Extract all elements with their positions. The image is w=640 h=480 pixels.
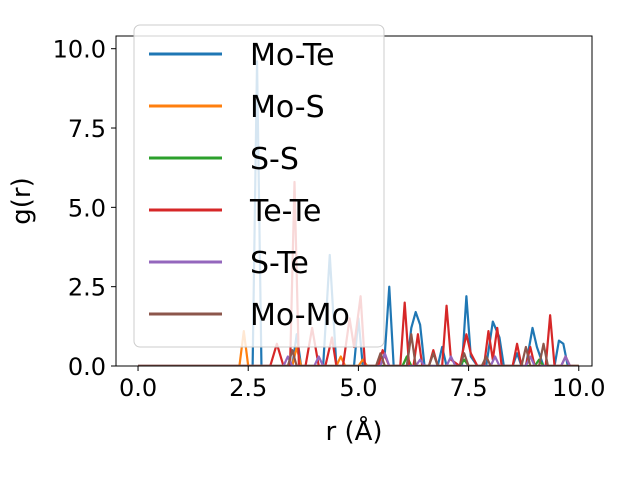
y-tick-label: 10.0: [53, 36, 106, 64]
y-tick-label: 7.5: [68, 115, 106, 143]
legend: Mo-Te Mo-S S-S Te-Te S-Te Mo-Mo: [133, 24, 385, 348]
legend-label-mo-te: Mo-Te: [250, 38, 335, 73]
y-tick-label: 2.5: [68, 274, 106, 302]
series-line-mo-mo: [138, 333, 579, 366]
legend-label-s-te: S-Te: [250, 246, 309, 281]
legend-label-te-te: Te-Te: [249, 194, 321, 229]
x-tick-label: 0.0: [119, 374, 157, 402]
x-tick-label: 5.0: [339, 374, 377, 402]
y-axis-label: g(r): [7, 177, 37, 224]
legend-label-mo-s: Mo-S: [250, 90, 325, 125]
y-tick-label: 5.0: [68, 194, 106, 222]
x-axis-label: r (Å): [325, 415, 382, 447]
x-tick-label: 10.0: [552, 374, 605, 402]
axes: 0.0 2.5 5.0 7.5 10.0 0.0 2.5 5.0 7.5 10.0 r (Å) g(r…: [7, 35, 605, 447]
x-tick-label: 2.5: [229, 374, 267, 402]
series-line-s-te: [138, 352, 575, 366]
legend-label-s-s: S-S: [250, 142, 299, 177]
x-tick-label: 7.5: [450, 374, 488, 402]
legend-label-mo-mo: Mo-Mo: [250, 298, 350, 333]
y-tick-label: 0.0: [68, 353, 106, 381]
